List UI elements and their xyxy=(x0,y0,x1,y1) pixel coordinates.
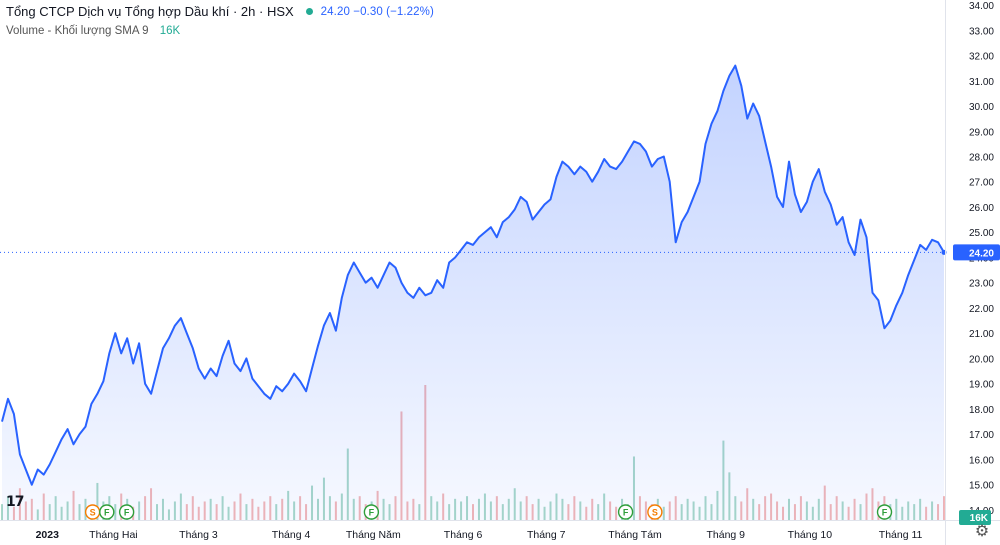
volume-value: 16K xyxy=(159,25,181,37)
y-tick-label: 16.00 xyxy=(969,455,994,466)
y-tick-label: 27.00 xyxy=(969,178,994,189)
price-area xyxy=(2,65,944,520)
y-tick-label: 21.00 xyxy=(969,329,994,340)
event-marker xyxy=(118,504,135,520)
y-tick-label: 29.00 xyxy=(969,127,994,138)
event-marker-label: F xyxy=(104,508,110,518)
y-tick-label: 22.00 xyxy=(969,304,994,315)
symbol-title: Tổng CTCP Dịch vụ Tổng hợp Dầu khí · 2h … xyxy=(6,4,294,19)
volume-legend: Volume - Khối lượng SMA 9 16K xyxy=(6,25,180,37)
y-tick-label: 20.00 xyxy=(969,354,994,365)
event-marker xyxy=(99,504,115,520)
price-line xyxy=(1,64,945,486)
y-tick-label: 23.00 xyxy=(969,279,994,290)
x-tick-label: 2023 xyxy=(36,529,60,541)
price-change: −0.30 (−1.22%) xyxy=(353,5,434,18)
y-tick-label: 31.00 xyxy=(969,77,994,88)
x-tick-label: Tháng 4 xyxy=(272,529,311,541)
event-marker-label: F xyxy=(124,508,130,518)
y-tick-label: 17.00 xyxy=(969,430,994,441)
price-tag-label: 24.20 xyxy=(969,248,994,259)
price-readout: 24.20 −0.30 (−1.22%) xyxy=(321,6,434,18)
x-tick-label: Tháng 10 xyxy=(788,529,833,541)
y-tick-label: 18.00 xyxy=(969,405,994,416)
price-tag xyxy=(953,244,1000,261)
x-tick-label: Tháng 6 xyxy=(444,529,483,541)
x-tick-label: Tháng Năm xyxy=(346,529,401,541)
event-marker xyxy=(363,504,380,520)
event-marker-label: F xyxy=(369,508,375,518)
volume-study: SMA 9 xyxy=(114,25,149,37)
event-marker xyxy=(876,504,893,520)
y-tick-label: 26.00 xyxy=(969,203,994,214)
x-tick-label: Tháng Tám xyxy=(608,529,662,541)
event-marker-label: S xyxy=(652,508,658,518)
y-tick-label: 15.00 xyxy=(969,481,994,492)
chart-legend: Tổng CTCP Dịch vụ Tổng hợp Dầu khí · 2h … xyxy=(6,4,434,19)
event-marker-label: F xyxy=(882,508,888,518)
y-tick-label: 33.00 xyxy=(969,26,994,37)
last-price: 24.20 xyxy=(320,5,350,18)
y-tick-label: 34.00 xyxy=(969,1,994,12)
tradingview-logo-icon[interactable]: 17 xyxy=(6,494,25,510)
y-tick-label: 25.00 xyxy=(969,228,994,239)
y-tick-label: 30.00 xyxy=(969,102,994,113)
y-tick-label: 32.00 xyxy=(969,52,994,63)
x-tick-label: Tháng 7 xyxy=(527,529,566,541)
volume-tag-label: 16K xyxy=(970,513,989,524)
volume-label: Volume - Khối lượng xyxy=(6,25,112,37)
event-marker-label: S xyxy=(90,508,96,518)
x-tick-label: Tháng Hai xyxy=(89,529,137,541)
y-tick-label: 28.00 xyxy=(969,153,994,164)
x-tick-label: Tháng 9 xyxy=(706,529,745,541)
event-marker xyxy=(617,504,634,520)
volume-tag xyxy=(959,510,991,525)
y-tick-label: 19.00 xyxy=(969,380,994,391)
event-marker-label: F xyxy=(623,508,629,518)
x-tick-label: Tháng 11 xyxy=(879,529,923,541)
market-status-icon xyxy=(305,8,313,15)
event-marker xyxy=(647,504,663,520)
gear-icon[interactable]: ⚙ xyxy=(974,521,990,540)
x-tick-label: Tháng 3 xyxy=(179,529,218,541)
